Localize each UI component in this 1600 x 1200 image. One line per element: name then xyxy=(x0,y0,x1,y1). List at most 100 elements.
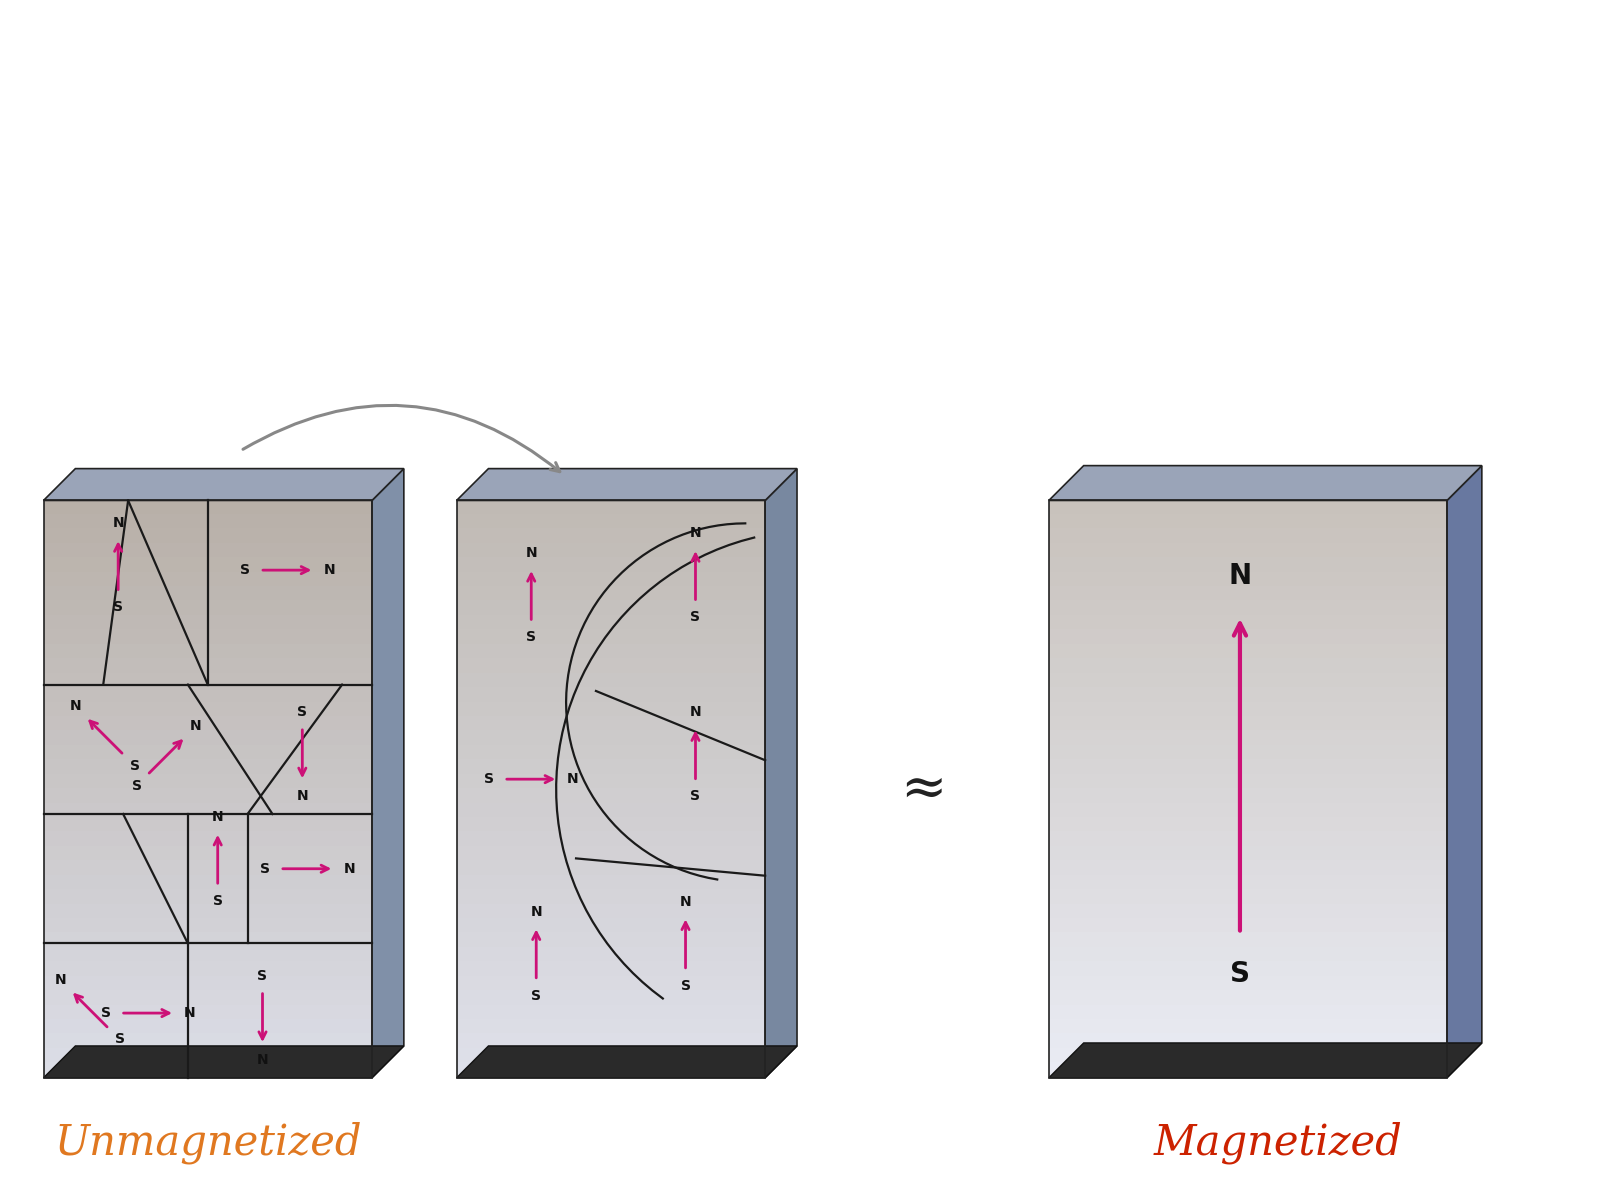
Text: S: S xyxy=(680,979,691,992)
Bar xyxy=(43,817,371,833)
Text: S: S xyxy=(240,563,250,577)
Text: N: N xyxy=(525,546,538,560)
Bar xyxy=(43,1019,371,1034)
Text: N: N xyxy=(69,700,82,713)
Bar xyxy=(1050,688,1446,702)
Bar xyxy=(43,774,371,790)
Bar xyxy=(456,904,765,919)
Text: S: S xyxy=(101,1006,110,1020)
Bar xyxy=(456,716,765,731)
Text: S: S xyxy=(115,1032,125,1046)
Bar xyxy=(43,976,371,991)
Text: ≈: ≈ xyxy=(899,762,946,816)
Bar xyxy=(43,659,371,673)
Bar xyxy=(1050,932,1446,948)
Bar xyxy=(1050,947,1446,962)
Bar xyxy=(43,629,371,644)
Bar xyxy=(456,629,765,644)
Bar xyxy=(1050,542,1446,558)
Bar xyxy=(43,716,371,731)
Text: N: N xyxy=(568,772,579,786)
Bar xyxy=(43,1033,371,1049)
Bar xyxy=(43,990,371,1006)
Text: N: N xyxy=(256,1052,269,1067)
Bar xyxy=(1050,1062,1446,1078)
Bar xyxy=(1050,702,1446,716)
Bar xyxy=(456,889,765,905)
Bar xyxy=(1050,904,1446,919)
Bar xyxy=(456,846,765,862)
Bar xyxy=(456,1033,765,1049)
Bar xyxy=(456,976,765,991)
Bar xyxy=(1050,643,1446,659)
Bar xyxy=(456,788,765,804)
Bar xyxy=(456,528,765,544)
Bar xyxy=(1050,745,1446,761)
Bar xyxy=(456,688,765,702)
Polygon shape xyxy=(456,469,797,500)
Bar xyxy=(43,918,371,934)
Bar xyxy=(1050,571,1446,587)
Bar xyxy=(1050,586,1446,601)
Bar xyxy=(456,542,765,558)
Bar xyxy=(1050,629,1446,644)
Bar xyxy=(43,673,371,688)
Text: N: N xyxy=(323,563,334,577)
Bar xyxy=(43,600,371,616)
Text: S: S xyxy=(298,706,307,719)
Text: S: S xyxy=(261,862,270,876)
Bar xyxy=(1050,659,1446,673)
Bar xyxy=(1050,499,1446,515)
Bar xyxy=(1050,889,1446,905)
Bar xyxy=(456,643,765,659)
Polygon shape xyxy=(1050,466,1482,500)
Text: S: S xyxy=(258,968,267,983)
Text: Magnetized: Magnetized xyxy=(1154,1121,1402,1164)
Bar xyxy=(1050,860,1446,876)
Bar xyxy=(43,499,371,515)
Bar xyxy=(1050,918,1446,934)
Bar xyxy=(1050,557,1446,572)
Text: N: N xyxy=(190,719,202,733)
Text: S: S xyxy=(531,989,541,1002)
Bar xyxy=(456,514,765,529)
Text: Unmagnetized: Unmagnetized xyxy=(54,1121,362,1164)
Bar xyxy=(43,745,371,761)
Bar xyxy=(456,932,765,948)
Bar xyxy=(43,875,371,890)
Bar xyxy=(43,643,371,659)
Bar xyxy=(456,745,765,761)
Text: S: S xyxy=(691,790,701,804)
Bar xyxy=(1050,1048,1446,1063)
Bar xyxy=(43,571,371,587)
Text: N: N xyxy=(531,905,542,918)
Bar xyxy=(1050,731,1446,746)
Polygon shape xyxy=(1050,1043,1482,1078)
Bar xyxy=(456,600,765,616)
Bar xyxy=(456,817,765,833)
Bar xyxy=(1050,1004,1446,1020)
Polygon shape xyxy=(371,469,403,1078)
Bar xyxy=(456,918,765,934)
Bar xyxy=(456,571,765,587)
FancyArrowPatch shape xyxy=(243,406,560,472)
Bar xyxy=(43,1048,371,1063)
Bar xyxy=(43,731,371,746)
Bar xyxy=(456,499,765,515)
Bar xyxy=(43,1062,371,1078)
Bar xyxy=(456,1019,765,1034)
Text: S: S xyxy=(1230,960,1250,988)
Text: S: S xyxy=(485,772,494,786)
Bar xyxy=(43,1004,371,1020)
Text: N: N xyxy=(690,706,701,720)
Bar xyxy=(43,542,371,558)
Bar xyxy=(1050,832,1446,847)
Text: N: N xyxy=(690,527,701,540)
Bar xyxy=(43,803,371,818)
Bar xyxy=(456,774,765,790)
Text: S: S xyxy=(691,611,701,624)
Bar xyxy=(43,586,371,601)
Bar xyxy=(1050,716,1446,731)
Bar xyxy=(43,528,371,544)
Bar xyxy=(456,760,765,775)
